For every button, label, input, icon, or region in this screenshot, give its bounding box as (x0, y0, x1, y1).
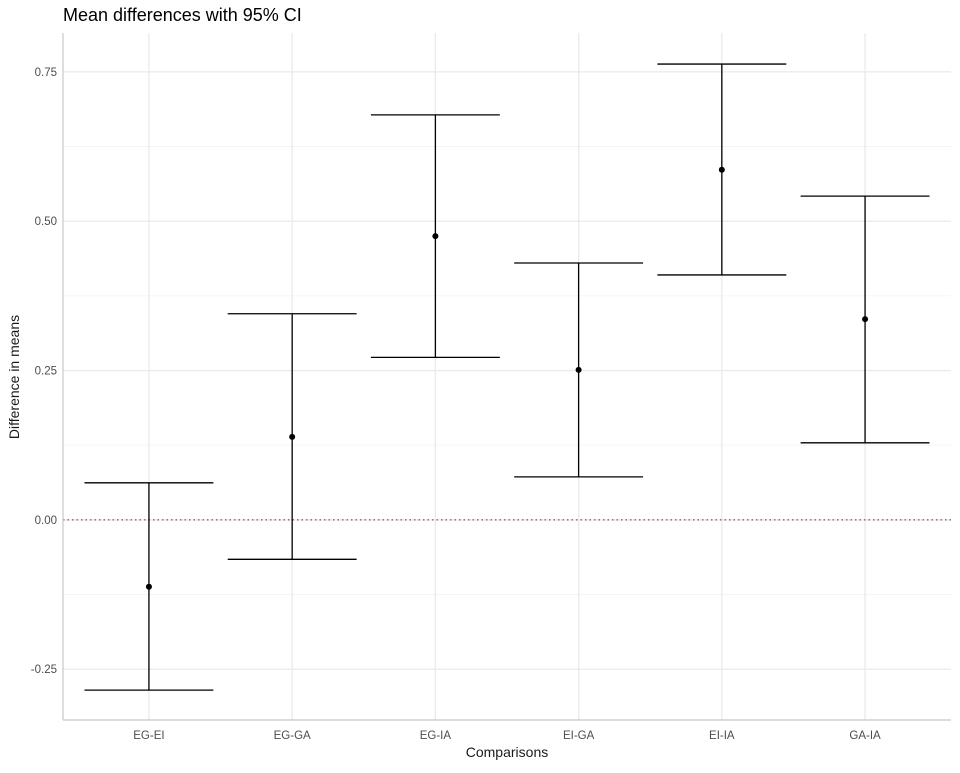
mean-difference-point (289, 433, 296, 440)
y-tick-labels: -0.25 0.00 0.25 0.50 0.75 (31, 67, 57, 676)
x-tick-label: EG-GA (274, 730, 311, 742)
mean-difference-point (862, 316, 869, 323)
y-tick-label: 0.25 (35, 366, 57, 378)
error-bars (84, 63, 930, 691)
x-tick-label: EG-IA (420, 730, 452, 742)
mean-difference-point (432, 233, 439, 240)
x-tick-label: EI-GA (563, 730, 595, 742)
error-bar-group (800, 195, 930, 444)
axes (62, 33, 951, 721)
mean-difference-point (718, 166, 725, 173)
x-tick-label: EG-EI (133, 730, 164, 742)
mean-difference-point (575, 366, 582, 373)
x-axis-title: Comparisons (466, 744, 548, 760)
error-bar-group (370, 114, 500, 359)
error-bar-group (514, 262, 644, 478)
x-tick-labels: EG-EI EG-GA EG-IA EI-GA EI-IA GA-IA (133, 730, 881, 742)
y-tick-label: -0.25 (31, 664, 57, 676)
error-bar-group (227, 313, 357, 560)
y-axis-title: Difference in means (6, 315, 22, 439)
y-tick-label: 0.50 (35, 216, 57, 228)
y-tick-label: 0.00 (35, 515, 57, 527)
error-bar-group (657, 63, 787, 276)
chart-title: Mean differences with 95% CI (63, 5, 302, 25)
mean-difference-point (145, 583, 152, 590)
grid-lines (63, 33, 951, 720)
error-bar-group (84, 482, 214, 691)
x-tick-label: GA-IA (849, 730, 881, 742)
x-tick-label: EI-IA (709, 730, 735, 742)
y-tick-label: 0.75 (35, 67, 57, 79)
